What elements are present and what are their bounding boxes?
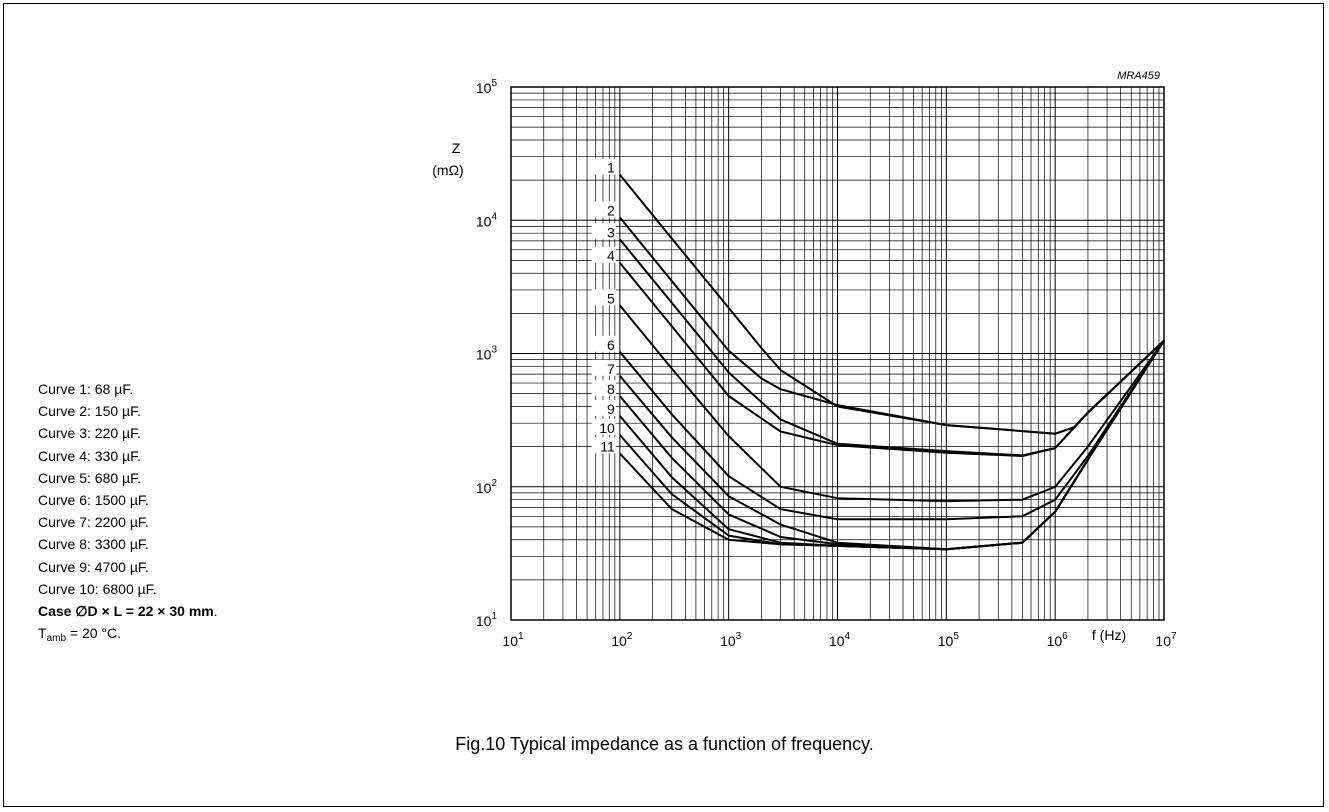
x-tick-label: 105 (938, 631, 960, 649)
legend-item: Curve 6: 1500 µF. (38, 492, 149, 509)
series-curve-11 (619, 340, 1165, 551)
figure-frame (3, 3, 1324, 807)
x-axis-label: f (Hz) (1092, 627, 1126, 643)
ambient-temperature-symbol: T (38, 625, 47, 642)
curve-label-2: 2 (607, 202, 615, 218)
y-tick-label: 104 (476, 211, 498, 229)
series-curve-1 (619, 173, 1165, 435)
curve-label-bg (591, 289, 616, 306)
series-curve-7 (619, 340, 1165, 551)
figure-id-label: MRA459 (1117, 70, 1160, 82)
curve-label-bg (591, 335, 616, 352)
legend-item: Curve 9: 4700 µF. (38, 558, 149, 575)
curve-label-bg (591, 223, 616, 240)
x-tick-label: 106 (1047, 631, 1069, 649)
plot-area-border (510, 86, 1165, 621)
chart-grid (511, 87, 1164, 620)
curve-legend: Curve 1: 68 µF. Curve 2: 150 µF. Curve 3… (38, 378, 218, 644)
chart-series-group (619, 173, 1165, 551)
legend-item: Curve 7: 2200 µF. (38, 514, 149, 531)
y-tick-label: 105 (476, 78, 498, 96)
curve-label-bg (591, 418, 616, 435)
chart-labels: 1 2 3 4 5 6 7 8 9 10 11 (591, 158, 616, 454)
legend-item: Curve 2: 150 µF. (38, 403, 142, 420)
y-axis-unit: (mΩ) (432, 162, 463, 178)
curve-label-8: 8 (607, 381, 615, 397)
y-tick-label: 102 (476, 478, 498, 496)
case-dimensions: Case ∅D × L = 22 × 30 mm. (38, 600, 218, 622)
y-axis-label: Z (452, 140, 461, 156)
ambient-temperature-subscript: amb (46, 633, 67, 645)
y-tick-label: 103 (476, 345, 498, 363)
curve-label-11: 11 (600, 438, 615, 454)
curve-label-3: 3 (607, 224, 615, 240)
curve-label-7: 7 (607, 361, 615, 377)
x-tick-label: 102 (611, 631, 633, 649)
curve-label-9: 9 (607, 401, 615, 417)
legend-item: Curve 5: 680 µF. (38, 469, 142, 486)
curve-label-bg (591, 379, 616, 396)
x-tick-label: 101 (502, 631, 524, 649)
curve-label-bg (591, 201, 616, 218)
legend-item: Curve 3: 220 µF. (38, 425, 142, 442)
legend-item: Curve 4: 330 µF. (38, 447, 142, 464)
curve-label-bg (591, 399, 616, 416)
y-tick-label: 101 (476, 611, 498, 629)
series-curve-10 (619, 340, 1165, 551)
x-tick-label: 104 (829, 631, 851, 649)
curve-label-bg (591, 359, 616, 376)
curve-label-1: 1 (607, 160, 615, 176)
curve-label-6: 6 (607, 337, 615, 353)
case-dimensions-text: Case ∅D × L = 22 × 30 mm (38, 603, 214, 620)
ambient-temperature: Tamb = 20 °C. (38, 622, 218, 644)
legend-item: Curve 10: 6800 µF. (38, 580, 157, 597)
curve-label-10: 10 (599, 420, 615, 436)
legend-item: Curve 1: 68 µF. (38, 381, 134, 397)
curve-label-4: 4 (607, 248, 615, 264)
ambient-temperature-value: = 20 °C. (66, 625, 122, 642)
legend-item: Curve 8: 3300 µF. (38, 536, 149, 553)
curve-label-5: 5 (607, 290, 615, 306)
series-curve-6 (619, 340, 1165, 521)
series-curve-9 (619, 340, 1165, 551)
curve-label-bg (591, 437, 616, 454)
curve-label-bg (591, 158, 616, 175)
curve-label-bg (591, 246, 616, 263)
case-dimensions-period: . (213, 603, 218, 620)
series-curve-5 (619, 304, 1165, 503)
series-curve-8 (619, 340, 1165, 551)
figure-caption: Fig.10 Typical impedance as a function o… (455, 734, 874, 754)
series-curve-4 (619, 262, 1165, 457)
x-tick-label: 103 (720, 631, 742, 649)
x-tick-label: 107 (1155, 631, 1177, 649)
